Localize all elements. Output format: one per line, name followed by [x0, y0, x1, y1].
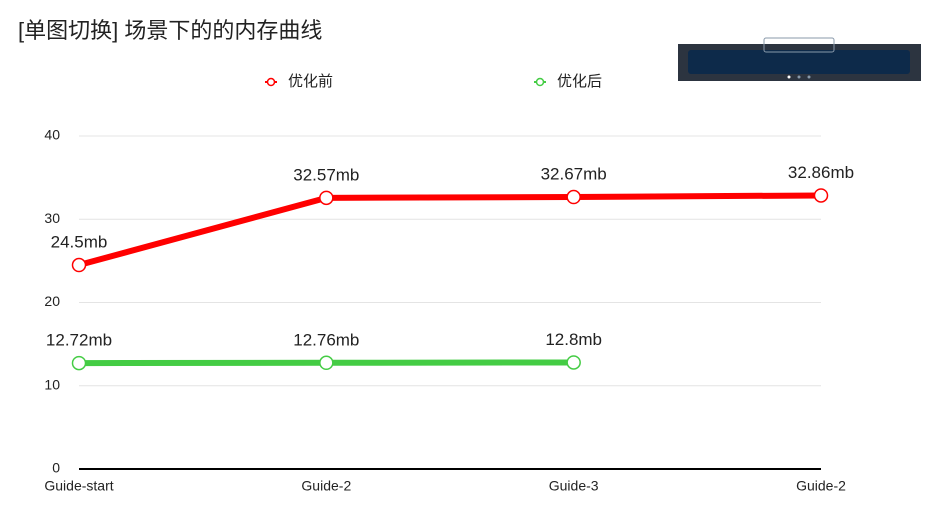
- legend-label: 优化后: [557, 73, 602, 90]
- x-tick-label: Guide-2: [796, 478, 846, 494]
- y-tick-label: 40: [44, 127, 60, 143]
- legend-label: 优化前: [288, 73, 333, 90]
- data-label: 32.86mb: [788, 163, 854, 182]
- chart-title: [单图切换] 场景下的的内存曲线: [18, 18, 322, 43]
- data-point: [813, 188, 829, 203]
- inset-screenshot: [678, 37, 921, 81]
- data-point: [566, 355, 581, 370]
- y-tick-label: 30: [44, 210, 60, 226]
- data-point: [566, 189, 581, 205]
- data-point: [319, 355, 334, 371]
- x-tick-label: Guide-3: [549, 478, 599, 494]
- y-tick-label: 20: [44, 293, 60, 309]
- data-label: 12.76mb: [293, 330, 359, 349]
- data-label: 32.67mb: [541, 165, 607, 184]
- data-point: [71, 355, 87, 371]
- y-tick-label: 0: [52, 460, 60, 476]
- data-label: 24.5mb: [51, 233, 108, 252]
- x-tick-label: Guide-start: [44, 478, 113, 494]
- data-point: [71, 257, 87, 273]
- x-tick-label: Guide-2: [301, 478, 351, 494]
- data-label: 12.8mb: [545, 330, 602, 349]
- data-label: 32.57mb: [293, 165, 359, 184]
- legend-marker: [266, 77, 276, 87]
- y-tick-label: 10: [44, 376, 60, 392]
- data-label: 12.72mb: [46, 331, 112, 350]
- legend-marker: [535, 77, 545, 87]
- data-point: [319, 190, 334, 206]
- series-line: [78, 192, 822, 268]
